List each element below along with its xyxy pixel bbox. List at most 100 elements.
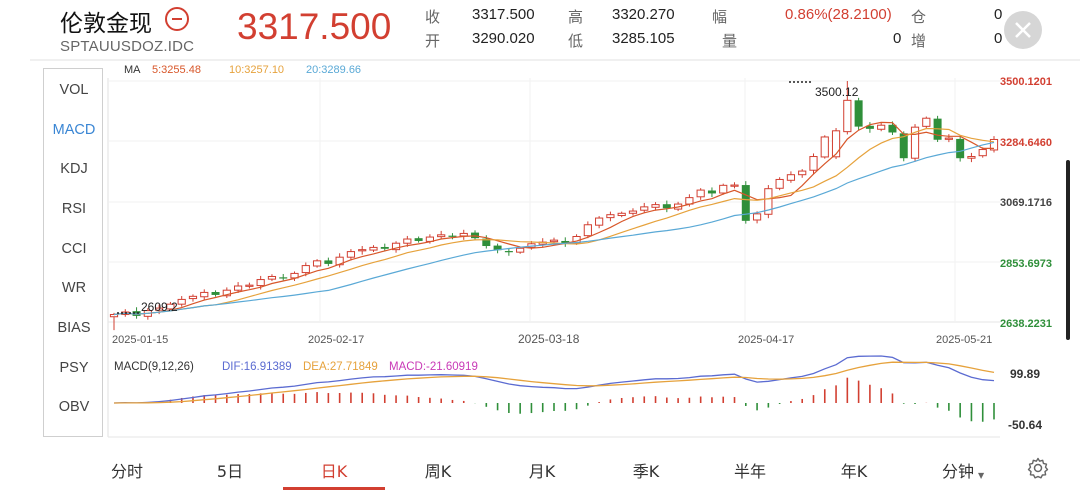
indicator-psy[interactable]: PSY (59, 360, 89, 376)
macd-lines-layer (113, 355, 995, 404)
indicator-rsi[interactable]: RSI (61, 201, 87, 217)
candle-body-down (561, 240, 570, 243)
candle-body-up (437, 234, 446, 238)
tab-quarterly-k[interactable]: 季K (632, 462, 660, 481)
candle-body-up (764, 188, 773, 215)
candle-body-up (617, 212, 626, 217)
candle-body-up (267, 275, 277, 280)
position-label: 仓 (911, 8, 927, 26)
dif-line (113, 355, 995, 404)
tab-weekly-k[interactable]: 周K (424, 462, 452, 481)
low-label: 低 (568, 32, 584, 50)
candle-body-up (944, 137, 953, 140)
chart-grid (108, 78, 1000, 322)
candle-body-up (967, 156, 976, 159)
macd-histogram (124, 377, 995, 422)
candle-body-down (211, 292, 220, 295)
candle-body-up (177, 298, 186, 305)
candle-body-up (516, 247, 525, 253)
candle-body-up (798, 170, 807, 176)
candle-body-up (775, 178, 784, 189)
macd-axis-top: 99.89 (1010, 367, 1040, 381)
candle-body-down (380, 246, 389, 249)
candle-body-up (312, 260, 322, 267)
ma-lines-layer (113, 121, 995, 316)
indicator-bias[interactable]: BIAS (57, 320, 91, 336)
candle-body-up (640, 206, 649, 211)
candle-body-up (843, 99, 852, 133)
candle-body-up (188, 295, 198, 300)
candle-body-up (628, 210, 638, 214)
candle-body-down (662, 204, 671, 209)
candle-body-up (301, 265, 310, 274)
ma10-line (113, 127, 995, 316)
ma10-legend: 10:3257.10 (229, 64, 284, 76)
candle-body-down (956, 138, 965, 159)
candle-body-up (910, 126, 920, 159)
indicator-macd[interactable]: MACD (52, 122, 96, 138)
instrument-code: SPTAUUSDOZ.IDC (60, 38, 195, 55)
chevron-down-icon: ▼ (978, 471, 985, 480)
candle-body-up (549, 239, 559, 243)
open-label: 开 (425, 32, 441, 50)
candle-body-down (279, 277, 288, 279)
candle-body-up (200, 291, 209, 298)
candle-body-up (696, 189, 705, 198)
candle-body-up (583, 224, 592, 237)
remove-watchlist-icon[interactable] (165, 7, 189, 31)
candle-body-down (899, 133, 908, 159)
candle-body-up (595, 217, 604, 226)
macd-axis-bottom: -50.64 (1008, 418, 1042, 432)
instrument-name: 伦敦金现 (60, 11, 152, 37)
indicator-obv[interactable]: OBV (58, 399, 90, 415)
date-tick-label: 2025-03-18 (518, 332, 580, 346)
tab-halfyear[interactable]: 半年 (733, 462, 766, 481)
price-tick-label: 3500.1201 (1000, 76, 1052, 88)
candle-body-up (786, 174, 796, 181)
low-annotation: 2609.2 (141, 300, 178, 314)
dif-legend: DIF:16.91389 (222, 361, 292, 373)
settings-icon[interactable] (1026, 456, 1050, 480)
ma5-line (113, 121, 994, 316)
candle-body-down (854, 100, 863, 127)
price-tick-label: 3069.1716 (1000, 197, 1052, 209)
high-label: 高 (568, 8, 584, 26)
candle-body-up (256, 279, 265, 287)
tab-intraday[interactable]: 分时 (110, 462, 143, 481)
tab-monthly-k[interactable]: 月K (528, 462, 556, 481)
indicator-vol[interactable]: VOL (59, 82, 89, 98)
tab-yearly-k[interactable]: 年K (840, 462, 868, 481)
candle-body-up (719, 184, 728, 194)
candle-body-down (865, 125, 874, 129)
candle-body-up (403, 238, 412, 244)
tab-minute[interactable]: 分钟 (941, 462, 974, 481)
date-tick-label: 2025-01-15 (112, 334, 168, 346)
candle-body-up (109, 314, 119, 318)
tab-daily-k[interactable]: 日K (320, 462, 348, 481)
scrollbar[interactable] (1066, 160, 1070, 340)
open-value: 3290.020 (472, 30, 535, 47)
candle-body-up (166, 303, 175, 310)
date-tick-label: 2025-04-17 (738, 334, 794, 346)
ma5-legend: 5:3255.48 (152, 64, 201, 76)
indicator-kdj[interactable]: KDJ (60, 161, 88, 177)
candle-body-down (741, 185, 750, 221)
candle-body-up (877, 124, 886, 130)
candle-body-down (493, 245, 502, 251)
candle-body-down (707, 190, 716, 194)
indicator-wr[interactable]: WR (61, 280, 87, 296)
indicator-panel: VOL MACD KDJ RSI CCI WR BIAS PSY OBV (43, 68, 103, 437)
tab-5day[interactable]: 5日 (216, 462, 244, 481)
candles-layer (109, 81, 999, 331)
close-button[interactable] (1004, 11, 1042, 49)
close-label: 收 (425, 8, 441, 26)
indicator-cci[interactable]: CCI (61, 241, 87, 257)
date-tick-label: 2025-02-17 (308, 334, 364, 346)
candle-body-up (346, 251, 356, 258)
candle-body-down (482, 238, 491, 247)
candle-body-up (809, 156, 818, 171)
candle-body-up (245, 284, 254, 287)
candle-body-down (414, 238, 423, 241)
candle-body-up (831, 130, 841, 158)
